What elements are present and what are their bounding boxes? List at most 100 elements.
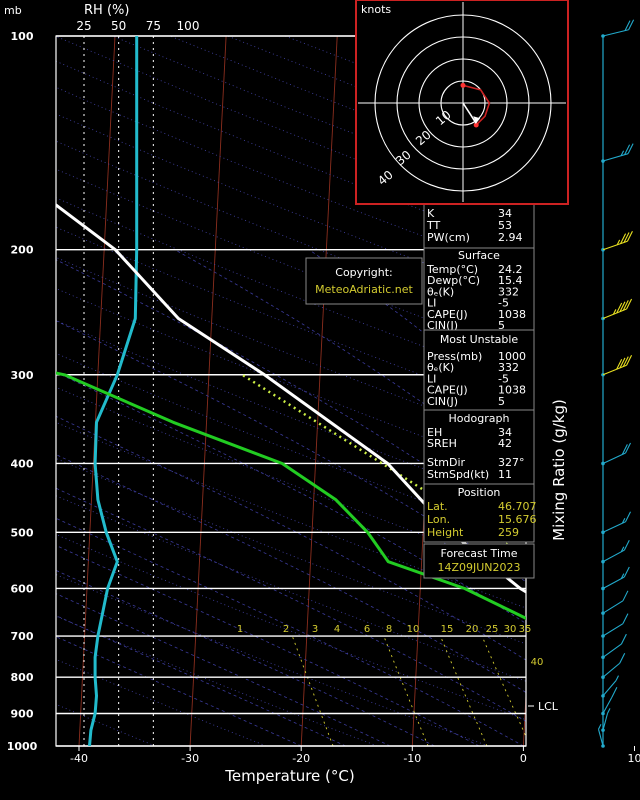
panel-value: 15.676: [498, 513, 537, 526]
panel-value: 34: [498, 426, 512, 439]
panel-key: TT: [426, 219, 441, 232]
panel-value: 42: [498, 437, 512, 450]
moist-adiabat: [56, 615, 346, 746]
rh-tick-label: 100: [177, 19, 200, 33]
panel-value: 332: [498, 361, 519, 374]
wind-barb: [601, 511, 632, 535]
panel-key: θₑ(K): [427, 361, 454, 374]
rh-profile: [88, 36, 139, 746]
rh-label: RH (%): [84, 3, 129, 18]
panel-value: -5: [498, 372, 509, 385]
rh-tick-label: 75: [146, 19, 161, 33]
pressure-tick-label: 200: [11, 244, 34, 257]
panel-value: 34: [498, 207, 512, 220]
wind-barb: [601, 231, 633, 252]
wind-barb: [601, 652, 626, 679]
hodograph-end-dot: [473, 122, 479, 128]
panel-title: Surface: [458, 249, 500, 262]
forecast-panel: [423, 543, 535, 579]
panel-title: Hodograph: [449, 412, 510, 425]
hodograph-unit-label: knots: [361, 3, 391, 16]
pressure-tick-label: 1000: [7, 740, 38, 753]
wind-barb: [601, 566, 630, 591]
mixing-ratio-line: [588, 636, 640, 746]
panel-value: 1038: [498, 308, 526, 321]
moist-adiabat: [56, 544, 480, 746]
moist-adiabat: [56, 320, 526, 583]
panel-key: EH: [427, 426, 442, 439]
wind-barb: [601, 613, 629, 638]
panel-value: 1038: [498, 384, 526, 397]
temperature-profile: [56, 203, 526, 594]
dewpoint-profile: [56, 371, 526, 621]
panel-title: Position: [458, 486, 501, 499]
pressure-tick-label: 900: [11, 708, 34, 721]
hodograph-trace: [462, 84, 491, 126]
panel-key: PW(cm): [427, 231, 470, 244]
panel-value: -5: [498, 297, 509, 310]
moist-adiabat: [56, 371, 526, 624]
wind-barb: [601, 539, 630, 564]
wind-barb: [601, 633, 627, 660]
panel-value: 5: [498, 319, 505, 332]
mixing-ratio-line: [481, 635, 526, 738]
panel-key: CAPE(J): [427, 308, 468, 321]
mixing-ratio-line: [439, 635, 488, 746]
most-unstable-panel: [423, 329, 535, 411]
temp-tick-label: -30: [181, 752, 199, 765]
dry-adiabat: [56, 658, 267, 746]
temp-tick-label: -10: [403, 752, 421, 765]
wind-barb: [601, 442, 632, 466]
wind-barb: [601, 19, 635, 38]
panel-key: Lon.: [427, 513, 450, 526]
mixing-ratio-tick: 1: [237, 624, 243, 635]
panel-key: θₑ(K): [427, 285, 454, 298]
isotherm: [635, 36, 640, 746]
copyright-site: MeteoAdriatic.net: [315, 283, 413, 296]
mixing-ratio-line: [543, 636, 594, 746]
mixing-ratio-tick: 2: [283, 624, 289, 635]
wind-barb: [601, 298, 633, 321]
mixing-ratio-tick: 10: [407, 624, 420, 635]
storm-motion-arrowhead: [473, 116, 481, 124]
panel-value: 11: [498, 468, 512, 481]
panel-value: 1000: [498, 350, 526, 363]
moist-adiabat: [56, 259, 526, 535]
moist-adiabat: [174, 249, 526, 480]
forecast-time-value: 14Z09JUN2023: [437, 561, 520, 574]
panel-value: 46.707: [498, 500, 537, 513]
pressure-tick-label: 600: [11, 582, 34, 595]
mixing-ratio-tick: 20: [466, 624, 479, 635]
temp-tick-label: 0: [520, 752, 527, 765]
mixing-ratio-tick: 35: [519, 624, 532, 635]
rh-tick-label: 25: [76, 19, 91, 33]
panel-key: K: [427, 207, 435, 220]
panel-key: StmSpd(kt): [427, 468, 489, 481]
wind-barb: [601, 675, 619, 698]
panel-value: 5: [498, 395, 505, 408]
pressure-tick-label: 700: [11, 630, 34, 643]
temp-tick-label: 10: [628, 752, 640, 765]
rh-tick-label: 50: [111, 19, 126, 33]
copyright-box: Copyright: MeteoAdriatic.net: [305, 257, 423, 305]
panel-key: LI: [427, 372, 436, 385]
wind-barb: [601, 590, 629, 615]
panel-title: Forecast Time: [441, 547, 518, 560]
panel-key: CIN(J): [427, 319, 458, 332]
pressure-tick-label: 400: [11, 457, 34, 470]
storm-motion-vector: [462, 102, 477, 124]
pressure-tick-label: 300: [11, 369, 34, 382]
mixing-ratio-tick: 4: [334, 624, 340, 635]
panel-value: 53: [498, 219, 512, 232]
temp-tick-label: -20: [292, 752, 310, 765]
isotherm: [78, 36, 116, 746]
moist-adiabat: [56, 593, 391, 746]
moist-adiabat: [56, 569, 435, 746]
temp-tick-label: -40: [70, 752, 88, 765]
surface-panel: [423, 247, 535, 331]
isotherm: [0, 36, 4, 746]
panel-value: 15.4: [498, 274, 523, 287]
panel-key: SREH: [427, 437, 457, 450]
hodograph-panel: [423, 409, 535, 485]
